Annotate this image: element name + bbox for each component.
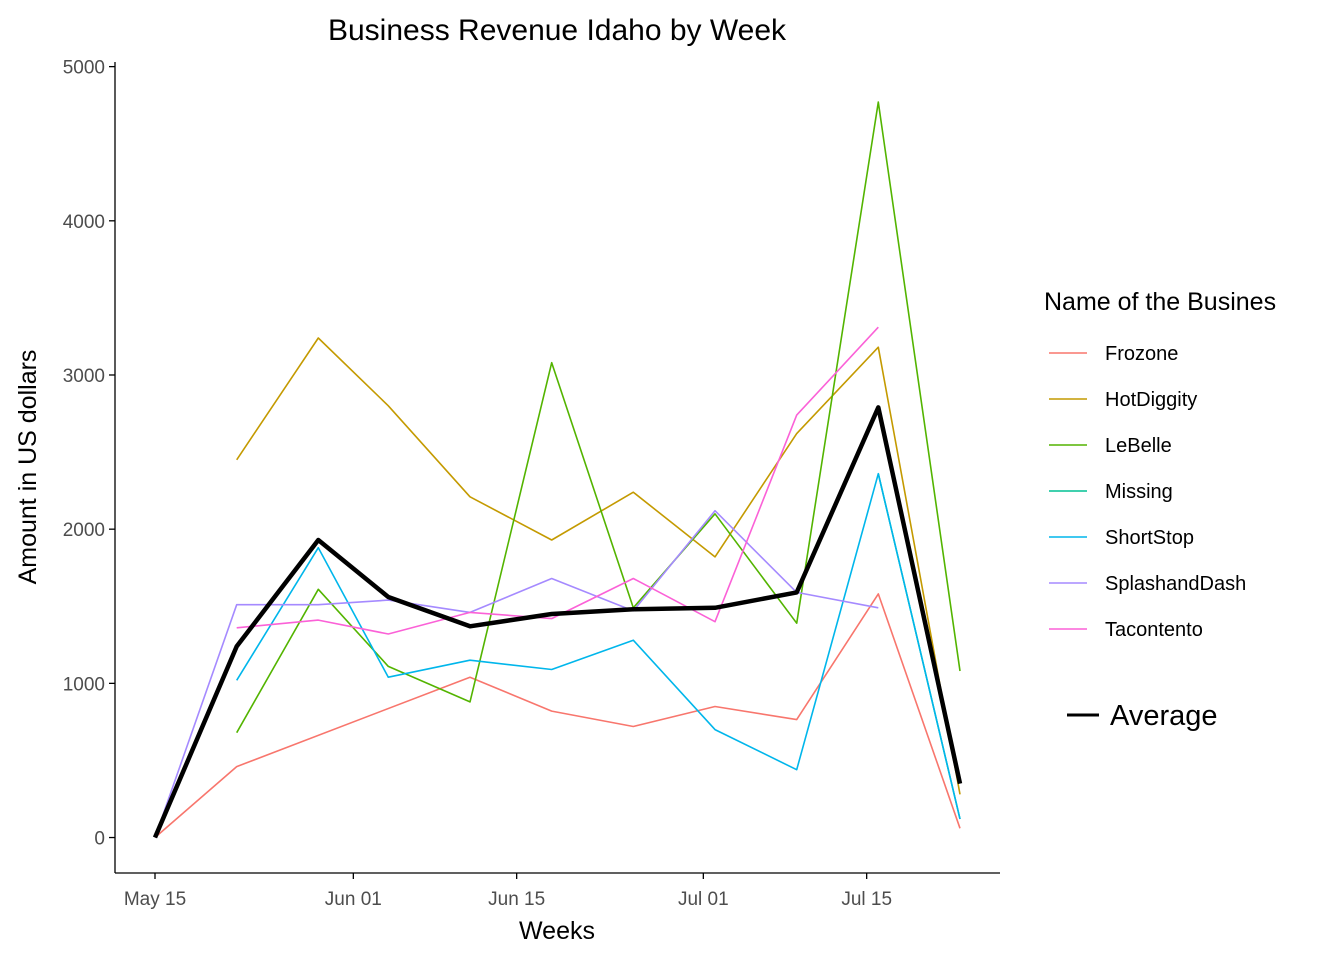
- series-line-shortstop: [236, 472, 961, 820]
- x-tick-label: Jun 01: [325, 889, 382, 910]
- legend-label-missing: Missing: [1105, 481, 1173, 503]
- y-tick-label: 1000: [63, 674, 105, 695]
- y-tick-label: 0: [94, 829, 105, 850]
- legend-label-hotdiggity: HotDiggity: [1105, 389, 1197, 411]
- legend-items: Frozone HotDiggity LeBelle Missing ShortStop…: [1049, 343, 1246, 641]
- x-tick-label: Jul 15: [841, 889, 892, 910]
- legend-label-frozone: Frozone: [1105, 343, 1178, 365]
- series-layer: [152, 101, 963, 839]
- x-tick-label: May 15: [124, 889, 186, 910]
- x-tick-label: Jun 15: [488, 889, 545, 910]
- y-axis-title: Amount in US dollars: [14, 350, 42, 585]
- x-axis-ticks: May 15 Jun 01 Jun 15 Jul 01 Jul 15: [124, 873, 892, 910]
- x-tick-label: Jul 01: [678, 889, 729, 910]
- x-axis: May 15 Jun 01 Jun 15 Jul 01 Jul 15: [115, 872, 1000, 910]
- legend-label-average: Average: [1110, 700, 1218, 732]
- y-tick-label: 3000: [63, 366, 105, 387]
- series-line-tacontento: [236, 326, 879, 635]
- y-tick-label: 2000: [63, 520, 105, 541]
- series-line-splashanddash: [154, 509, 879, 838]
- y-axis-ticks: 0 1000 2000 3000 4000 5000: [63, 58, 115, 850]
- series-line-hotdiggity: [236, 337, 961, 795]
- series-line-lebelle: [236, 101, 961, 734]
- y-tick-label: 4000: [63, 212, 105, 233]
- y-axis: 0 1000 2000 3000 4000 5000: [63, 58, 116, 873]
- x-axis-title: Weeks: [519, 917, 595, 945]
- y-tick-label: 5000: [63, 58, 105, 79]
- chart-title: Business Revenue Idaho by Week: [328, 14, 787, 47]
- series-line-average: [152, 405, 963, 839]
- legend: Name of the Busines Frozone HotDiggity LeB…: [1044, 288, 1276, 732]
- legend-average: Average: [1067, 700, 1218, 732]
- legend-label-tacontento: Tacontento: [1105, 619, 1203, 641]
- legend-label-lebelle: LeBelle: [1105, 435, 1172, 457]
- legend-label-shortstop: ShortStop: [1105, 527, 1194, 549]
- plot-area: [152, 101, 963, 839]
- legend-label-splashanddash: SplashandDash: [1105, 573, 1246, 595]
- legend-title: Name of the Busines: [1044, 288, 1276, 316]
- series-line-frozone: [154, 593, 961, 839]
